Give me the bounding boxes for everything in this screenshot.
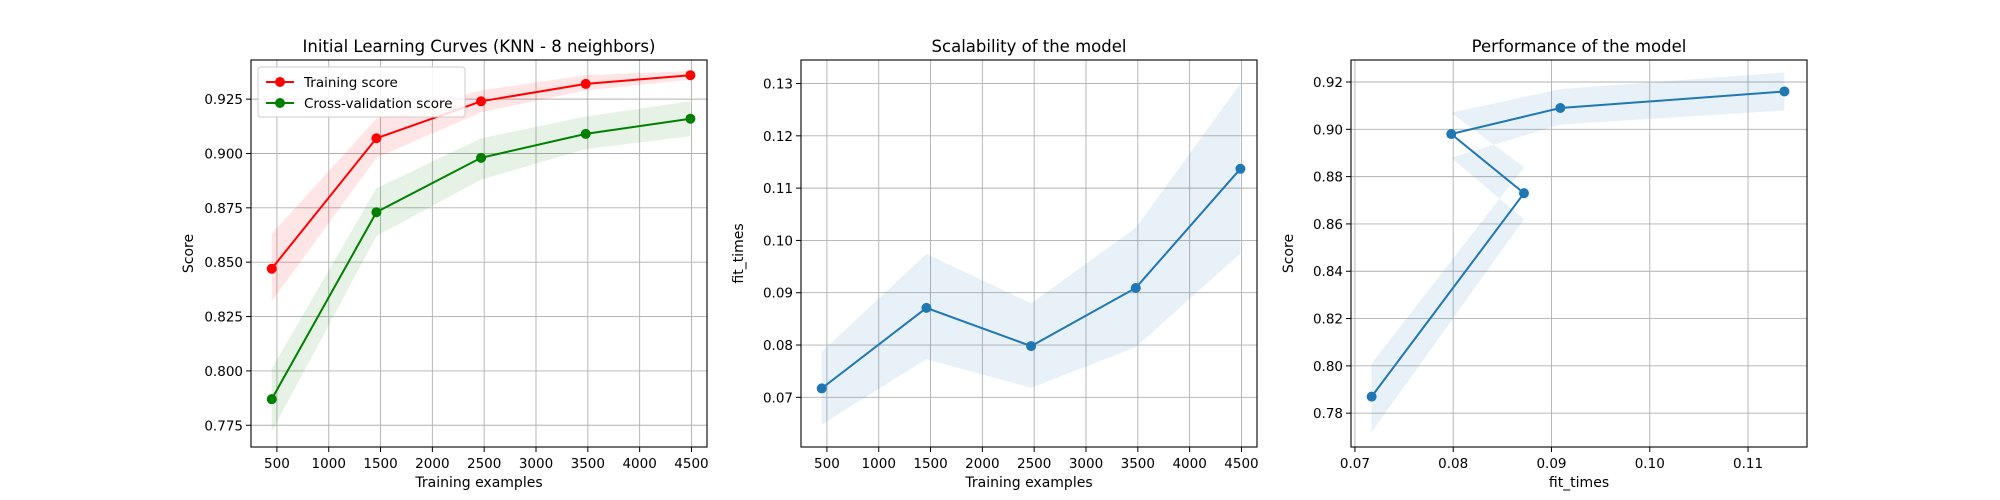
x-tick-label: 0.08 xyxy=(1438,456,1468,472)
legend: Training score Cross-validation score xyxy=(257,66,466,118)
series-1-point xyxy=(1130,283,1141,294)
x-tick-label: 3000 xyxy=(519,456,553,472)
x-tick-label: 0.09 xyxy=(1536,456,1566,472)
series-2-point xyxy=(580,128,591,139)
x-tick-label: 3000 xyxy=(1069,456,1103,472)
y-tick-label: 0.90 xyxy=(1313,122,1343,138)
series-1-point xyxy=(266,263,277,274)
series-1-point xyxy=(921,302,932,313)
chart-title: Performance of the model xyxy=(1472,37,1687,56)
series-1-point xyxy=(1779,86,1790,97)
series-1-point xyxy=(1555,103,1566,114)
series-1-point xyxy=(1518,188,1529,199)
series-1-band xyxy=(821,83,1241,425)
x-tick-label: 4500 xyxy=(1224,456,1258,472)
y-axis-label: Score xyxy=(1281,234,1297,273)
y-tick-label: 0.08 xyxy=(763,338,793,354)
series-1-point xyxy=(371,133,382,144)
y-tick-label: 0.11 xyxy=(763,181,793,197)
x-tick-label: 1000 xyxy=(312,456,346,472)
y-tick-label: 0.13 xyxy=(763,77,793,93)
y-tick-label: 0.875 xyxy=(204,201,243,217)
x-axis-label: Training examples xyxy=(964,475,1092,491)
x-tick-label: 4500 xyxy=(674,456,708,472)
y-tick-label: 0.86 xyxy=(1313,217,1343,233)
series-2-point xyxy=(476,152,487,163)
x-tick-label: 0.07 xyxy=(1340,456,1370,472)
x-tick-label: 2500 xyxy=(467,456,501,472)
x-tick-label: 2000 xyxy=(965,456,999,472)
x-tick-label: 1500 xyxy=(913,456,947,472)
series-2-band xyxy=(271,101,691,432)
series-1-point xyxy=(476,96,487,107)
series-1-point xyxy=(685,70,696,81)
series-1-point xyxy=(1235,163,1246,174)
x-tick-label: 4000 xyxy=(1172,456,1206,472)
series-1-line xyxy=(1370,90,1785,398)
y-tick-label: 0.925 xyxy=(204,92,243,108)
x-tick-label: 500 xyxy=(814,456,840,472)
y-tick-label: 0.07 xyxy=(763,390,793,406)
y-tick-label: 0.800 xyxy=(204,364,243,380)
y-tick-label: 0.10 xyxy=(763,233,793,249)
series-2-point xyxy=(371,207,382,218)
chart-title: Scalability of the model xyxy=(932,37,1127,56)
series-1-point xyxy=(580,78,591,89)
y-tick-label: 0.80 xyxy=(1313,359,1343,375)
x-tick-label: 500 xyxy=(264,456,290,472)
y-tick-label: 0.82 xyxy=(1313,312,1343,328)
series-1-point xyxy=(1026,341,1037,352)
legend-label-1: Training score xyxy=(303,75,398,91)
x-tick-label: 3500 xyxy=(571,456,605,472)
x-tick-label: 2000 xyxy=(415,456,449,472)
legend-box xyxy=(257,66,466,118)
chart-panel-2: 500 1000 1500 2000 2500 3000 3500 4000 4500 0.07 0… xyxy=(731,37,1259,491)
y-tick-label: 0.775 xyxy=(204,418,243,434)
axes-frame xyxy=(250,59,708,448)
x-tick-label: 1000 xyxy=(862,456,896,472)
y-tick-label: 0.88 xyxy=(1313,170,1343,186)
x-tick-label: 1500 xyxy=(363,456,397,472)
series-1-point xyxy=(816,383,827,394)
x-tick-label: 3500 xyxy=(1121,456,1155,472)
x-tick-label: 0.11 xyxy=(1733,456,1763,472)
chart-panel-1: 500 1000 1500 2000 2500 3000 3500 4000 4500 0.775… xyxy=(181,37,709,491)
series-2-point xyxy=(266,394,277,405)
x-axis-label: fit_times xyxy=(1549,475,1609,491)
y-tick-label: 0.09 xyxy=(763,286,793,302)
y-tick-label: 0.825 xyxy=(204,310,243,326)
x-axis-label: Training examples xyxy=(414,475,542,491)
y-tick-label: 0.78 xyxy=(1313,406,1343,422)
series-1-point xyxy=(1446,129,1457,140)
x-tick-label: 4000 xyxy=(622,456,656,472)
x-tick-label: 0.10 xyxy=(1635,456,1665,472)
y-tick-label: 0.900 xyxy=(204,146,243,162)
series-1-point xyxy=(1366,391,1377,402)
y-tick-label: 0.92 xyxy=(1313,75,1343,91)
y-tick-label: 0.850 xyxy=(204,255,243,271)
axes-frame xyxy=(1350,59,1808,448)
y-axis-label: fit_times xyxy=(731,223,747,283)
x-tick-label: 2500 xyxy=(1017,456,1051,472)
legend-marker-1 xyxy=(275,77,285,87)
legend-label-2: Cross-validation score xyxy=(304,96,453,112)
series-2-point xyxy=(685,113,696,124)
legend-marker-2 xyxy=(275,98,285,108)
y-axis-label: Score xyxy=(181,234,197,273)
axes-frame xyxy=(800,59,1258,448)
series-1-band xyxy=(271,70,691,302)
chart-panel-3: 0.07 0.08 0.09 0.10 0.11 0.78 0.80 0.82 0.84 0.86… xyxy=(1281,37,1808,491)
y-tick-label: 0.12 xyxy=(763,129,793,145)
series-1-band xyxy=(1371,72,1785,433)
chart-title: Initial Learning Curves (KNN - 8 neighbo… xyxy=(303,37,656,56)
y-tick-label: 0.84 xyxy=(1313,264,1343,280)
